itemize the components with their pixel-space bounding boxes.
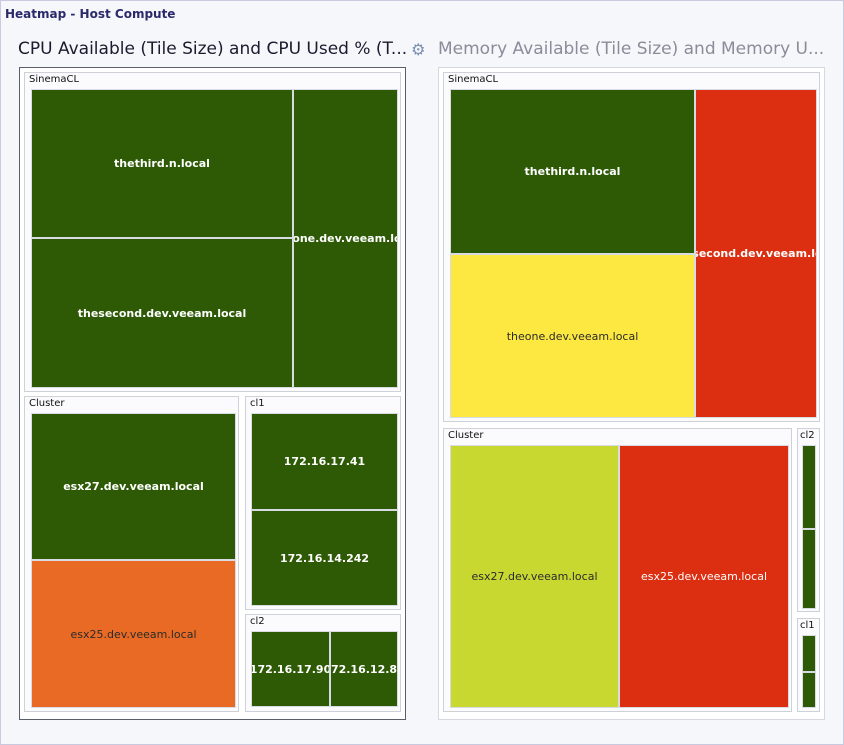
cpu-group-cl2: cl2 172.16.17.90 172.16.12.83 — [245, 614, 401, 712]
host-tile[interactable]: 172.16.17.90 — [251, 631, 330, 707]
group-label: Cluster — [29, 398, 65, 409]
host-tile[interactable]: theone.dev.veeam.local — [293, 89, 398, 388]
group-label: Cluster — [448, 430, 484, 441]
host-tile[interactable]: theone.dev.veeam.local — [450, 254, 695, 418]
memory-group-cl2: cl2 — [797, 428, 820, 612]
host-tile[interactable]: 172.16.14.242 — [251, 510, 398, 606]
host-tile[interactable] — [802, 672, 816, 708]
host-tile[interactable]: thesecond.dev.veeam.local — [31, 238, 293, 388]
host-tile[interactable]: esx27.dev.veeam.local — [450, 445, 619, 708]
memory-panel-title-text: Memory Available (Tile Size) and Memory … — [438, 39, 825, 59]
memory-group-sinemacl: SinemaCL thethird.n.local theone.dev.vee… — [443, 72, 820, 422]
host-tile[interactable]: esx27.dev.veeam.local — [31, 413, 236, 560]
memory-panel-title: Memory Available (Tile Size) and Memory … — [438, 39, 824, 59]
host-tile[interactable] — [802, 445, 816, 529]
group-label: SinemaCL — [29, 74, 80, 85]
group-label: cl1 — [800, 620, 815, 631]
host-tile[interactable] — [802, 529, 816, 609]
group-label: SinemaCL — [448, 74, 499, 85]
host-tile[interactable]: 172.16.17.41 — [251, 413, 398, 510]
host-tile[interactable]: esx25.dev.veeam.local — [31, 560, 236, 708]
cpu-panel-title-text: CPU Available (Tile Size) and CPU Used %… — [18, 39, 408, 59]
gear-icon[interactable]: ⚙ — [411, 40, 426, 59]
host-tile[interactable]: thethird.n.local — [31, 89, 293, 238]
cpu-group-cluster: Cluster esx27.dev.veeam.local esx25.dev.… — [24, 396, 239, 712]
host-tile[interactable] — [802, 635, 816, 672]
cpu-group-cl1: cl1 172.16.17.41 172.16.14.242 — [245, 396, 401, 610]
group-label: cl2 — [800, 430, 815, 441]
memory-heatmap-panel: SinemaCL thethird.n.local theone.dev.vee… — [438, 67, 825, 720]
group-label: cl1 — [250, 398, 265, 409]
host-tile[interactable]: esx25.dev.veeam.local — [619, 445, 789, 708]
cpu-heatmap-panel: SinemaCL thethird.n.local thesecond.dev.… — [19, 67, 406, 720]
memory-group-cl1: cl1 — [797, 618, 820, 712]
host-tile[interactable]: thesecond.dev.veeam.local — [695, 89, 817, 418]
host-tile[interactable]: thethird.n.local — [450, 89, 695, 254]
memory-group-cluster: Cluster esx27.dev.veeam.local esx25.dev.… — [443, 428, 792, 712]
host-tile[interactable]: 172.16.12.83 — [330, 631, 398, 707]
group-label: cl2 — [250, 616, 265, 627]
cpu-group-sinemacl: SinemaCL thethird.n.local thesecond.dev.… — [24, 72, 401, 392]
cpu-panel-title: CPU Available (Tile Size) and CPU Used %… — [18, 39, 425, 59]
window-title: Heatmap - Host Compute — [5, 7, 176, 21]
